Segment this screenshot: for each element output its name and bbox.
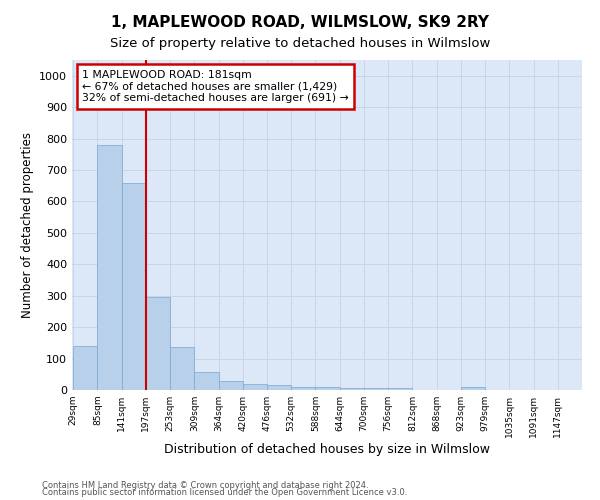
Bar <box>340 388 364 390</box>
Bar <box>461 388 485 390</box>
Y-axis label: Number of detached properties: Number of detached properties <box>20 132 34 318</box>
Bar <box>218 380 243 390</box>
Bar <box>388 388 412 390</box>
Bar <box>97 146 122 390</box>
Text: 1 MAPLEWOOD ROAD: 181sqm
← 67% of detached houses are smaller (1,429)
32% of sem: 1 MAPLEWOOD ROAD: 181sqm ← 67% of detach… <box>82 70 349 103</box>
Bar <box>194 372 218 390</box>
Bar <box>364 388 388 390</box>
Bar <box>170 346 194 390</box>
Bar <box>146 298 170 390</box>
Bar <box>122 183 146 390</box>
Text: Size of property relative to detached houses in Wilmslow: Size of property relative to detached ho… <box>110 38 490 51</box>
Text: Contains public sector information licensed under the Open Government Licence v3: Contains public sector information licen… <box>42 488 407 497</box>
Bar <box>267 386 291 390</box>
Bar <box>316 387 340 390</box>
Bar <box>243 384 267 390</box>
Text: Contains HM Land Registry data © Crown copyright and database right 2024.: Contains HM Land Registry data © Crown c… <box>42 480 368 490</box>
X-axis label: Distribution of detached houses by size in Wilmslow: Distribution of detached houses by size … <box>164 442 490 456</box>
Text: 1, MAPLEWOOD ROAD, WILMSLOW, SK9 2RY: 1, MAPLEWOOD ROAD, WILMSLOW, SK9 2RY <box>111 15 489 30</box>
Bar <box>73 346 97 390</box>
Bar <box>291 388 316 390</box>
